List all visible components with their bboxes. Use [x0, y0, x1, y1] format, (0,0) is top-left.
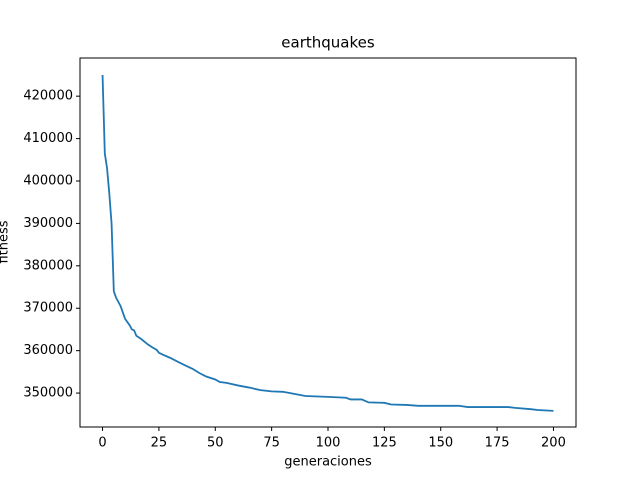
x-tick-label: 25 — [151, 436, 168, 451]
x-tick-label: 50 — [207, 436, 224, 451]
x-tick-label: 0 — [98, 436, 106, 451]
line-series — [101, 74, 554, 412]
x-tick-label: 75 — [263, 436, 280, 451]
plot-frame — [79, 57, 577, 428]
x-axis-label: generaciones — [284, 455, 372, 470]
x-tick-label: 175 — [485, 436, 510, 451]
chart-title: earthquakes — [281, 34, 375, 52]
x-tick-label: 200 — [541, 436, 566, 451]
x-tick-label: 150 — [428, 436, 453, 451]
y-tick-label: 370000 — [23, 301, 73, 316]
y-tick-label: 390000 — [23, 216, 73, 231]
x-tick-label: 125 — [372, 436, 397, 451]
y-tick-label: 420000 — [23, 89, 73, 104]
y-tick-label: 400000 — [23, 174, 73, 189]
y-tick-label: 350000 — [23, 386, 73, 401]
y-axis-label: fitness — [0, 220, 12, 263]
y-tick-label: 410000 — [23, 131, 73, 146]
y-tick-label: 360000 — [23, 343, 73, 358]
y-tick-label: 380000 — [23, 258, 73, 273]
x-tick-label: 100 — [316, 436, 341, 451]
